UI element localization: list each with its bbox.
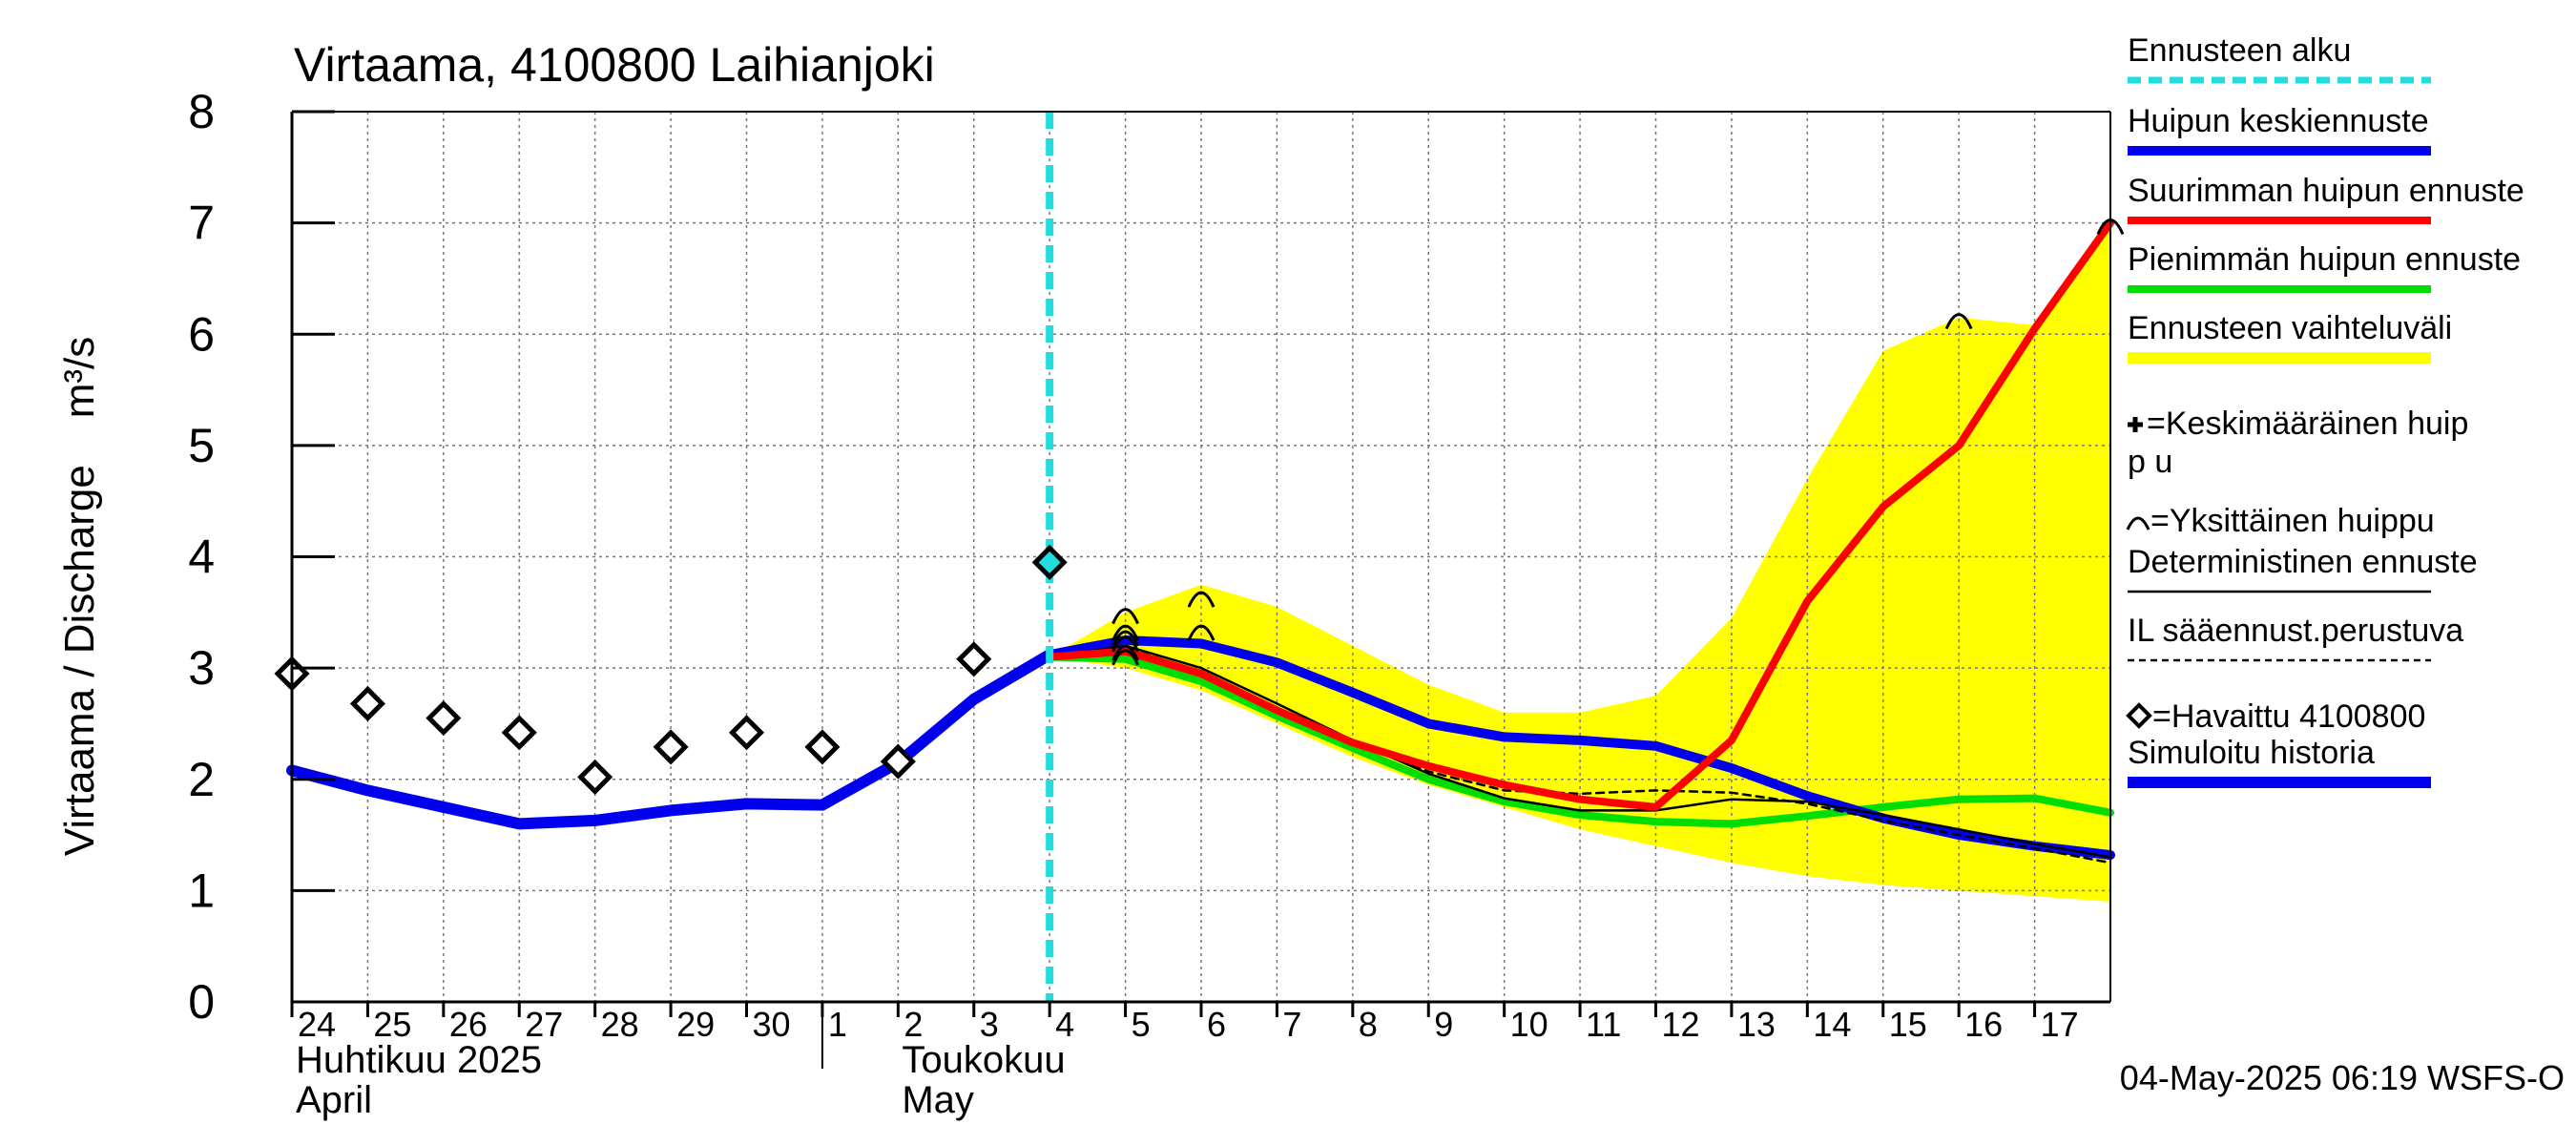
x-tick-label: 9 xyxy=(1434,1005,1453,1044)
single-peak-marker xyxy=(1111,635,1139,653)
x-tick-label: 27 xyxy=(525,1005,563,1044)
x-tick-label: 1 xyxy=(828,1005,847,1044)
legend-label-line2: p u xyxy=(2128,444,2172,480)
month-label: April xyxy=(296,1079,372,1121)
observed-marker xyxy=(426,700,462,737)
y-tick-label: 7 xyxy=(188,197,215,250)
y-tick-label: 6 xyxy=(188,307,215,361)
single-peak-marker xyxy=(1111,649,1139,666)
observed-marker xyxy=(956,641,992,677)
x-tick-label: 16 xyxy=(1964,1005,2003,1044)
legend-label: =Yksittäinen huippu xyxy=(2150,503,2435,539)
x-tick-label: 25 xyxy=(373,1005,411,1044)
observed-marker xyxy=(349,685,385,721)
single-peak-marker xyxy=(1111,644,1139,661)
single-peak-marker xyxy=(1187,591,1215,608)
y-tick-label: 8 xyxy=(188,85,215,138)
legend-label: Ennusteen vaihteluväli xyxy=(2128,310,2452,346)
legend-label: Suurimman huipun ennuste xyxy=(2128,173,2524,209)
x-tick-label: 13 xyxy=(1737,1005,1776,1044)
x-tick-label: 2 xyxy=(904,1005,923,1044)
x-tick-label: 17 xyxy=(2041,1005,2079,1044)
y-tick-label: 2 xyxy=(188,753,215,806)
observed-marker xyxy=(880,743,916,780)
y-tick-label: 4 xyxy=(188,531,215,584)
y-tick-label: 1 xyxy=(188,864,215,917)
legend-swatch-observed xyxy=(2126,702,2152,729)
legend-swatch-single-peak xyxy=(2126,516,2150,531)
observed-marker xyxy=(728,715,765,751)
x-tick-label: 29 xyxy=(676,1005,715,1044)
observed-marker xyxy=(577,759,613,795)
legend-label: Deterministinen ennuste xyxy=(2128,544,2478,580)
y-tick-label: 0 xyxy=(188,975,215,1029)
month-label: May xyxy=(902,1079,974,1121)
legend-label: =Havaittu 4100800 xyxy=(2152,698,2425,735)
x-tick-label: 28 xyxy=(601,1005,639,1044)
month-label: Huhtikuu 2025 xyxy=(296,1039,542,1081)
grid-layer xyxy=(292,112,2110,1002)
simulated-history-line xyxy=(286,649,1056,830)
y-axis-label: Virtaama / Discharge m³/s xyxy=(56,337,103,856)
x-tick-label: 15 xyxy=(1889,1005,1927,1044)
legend-label: Simuloitu historia xyxy=(2128,735,2375,771)
legend: Ennusteen alku Huipun keskiennuste Suurimm… xyxy=(2126,32,2524,788)
single-peak-marker xyxy=(1111,630,1139,647)
legend-label: Huipun keskiennuste xyxy=(2128,103,2429,139)
x-tick-label: 12 xyxy=(1662,1005,1700,1044)
max-peak-forecast-line xyxy=(1046,219,2114,811)
min-peak-forecast-line xyxy=(1046,653,2114,828)
x-tick-label: 4 xyxy=(1055,1005,1074,1044)
x-tick-label: 8 xyxy=(1359,1005,1378,1044)
y-tick-label: 5 xyxy=(188,419,215,472)
single-peak-marker xyxy=(1111,624,1139,641)
observed-marker xyxy=(653,729,689,765)
x-tick-label: 5 xyxy=(1132,1005,1151,1044)
single-peak-marker xyxy=(1187,624,1215,641)
footer-timestamp: 04-May-2025 06:19 WSFS-O xyxy=(2120,1058,2565,1097)
legend-label: Ennusteen alku xyxy=(2128,32,2351,69)
il-forecast-line xyxy=(1048,646,2112,864)
single-peak-marker xyxy=(1111,608,1139,625)
y-tick-label: 3 xyxy=(188,641,215,695)
legend-label: IL sääennust.perustuva xyxy=(2128,613,2463,649)
observed-marker xyxy=(501,715,537,751)
x-tick-label: 7 xyxy=(1282,1005,1301,1044)
series-layer xyxy=(286,112,2115,1002)
deterministic-forecast-line xyxy=(1048,644,2112,859)
x-tick-label: 3 xyxy=(980,1005,999,1044)
x-tick-label: 14 xyxy=(1813,1005,1851,1044)
month-label: Toukokuu xyxy=(902,1039,1065,1081)
x-tick-label: 10 xyxy=(1510,1005,1548,1044)
observed-marker xyxy=(804,729,841,765)
legend-swatch-plus xyxy=(2128,417,2143,432)
x-tick-label: 6 xyxy=(1207,1005,1226,1044)
x-tick-label: 24 xyxy=(298,1005,336,1044)
x-tick-label: 30 xyxy=(753,1005,791,1044)
chart-title: Virtaama, 4100800 Laihianjoki xyxy=(294,38,935,92)
x-tick-label: 26 xyxy=(449,1005,488,1044)
observed-marker xyxy=(1031,544,1068,580)
x-tick-label: 11 xyxy=(1586,1005,1621,1044)
legend-label: Pienimmän huipun ennuste xyxy=(2128,241,2521,278)
legend-label-line1: =Keskimääräinen huip xyxy=(2147,406,2468,442)
single-peak-marker xyxy=(1944,313,1973,330)
